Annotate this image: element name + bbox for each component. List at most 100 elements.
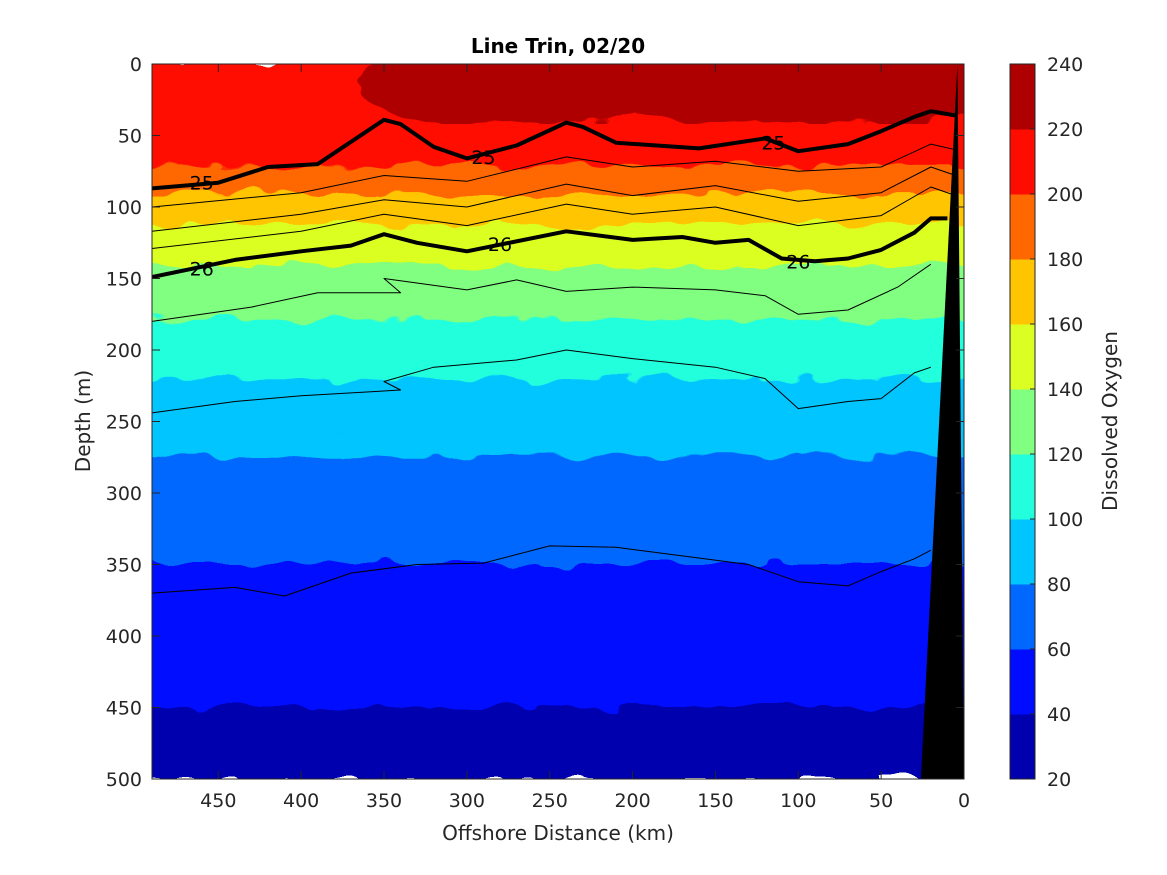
oxygen-band (152, 194, 964, 202)
oxygen-band (152, 188, 964, 196)
oxygen-band (152, 421, 964, 434)
x-tick-label: 400 (283, 790, 319, 812)
colorbar-tick-label: 240 (1047, 54, 1083, 76)
oxygen-band (152, 385, 964, 393)
x-tick-label: 450 (200, 790, 236, 812)
colorbar-tick-label: 40 (1047, 704, 1071, 726)
x-tick-label: 250 (532, 790, 568, 812)
oxygen-band (152, 278, 964, 285)
oxygen-band (152, 152, 964, 160)
y-axis-ticks: 0 50 100 150 200 250 300 350 400 450 500 (106, 54, 964, 791)
oxygen-band (152, 123, 964, 136)
colorbar-segment (1010, 519, 1035, 585)
colorbar-segment (1010, 454, 1035, 520)
isopycnal-26-line (152, 216, 948, 280)
oxygen-band (152, 397, 964, 405)
isopycnal-label: 25 (761, 133, 785, 155)
oxygen-band (152, 224, 964, 232)
colorbar-segment (1010, 194, 1035, 260)
x-tick-label: 200 (614, 790, 650, 812)
oxygen-band (152, 307, 964, 315)
oxygen-band (152, 146, 964, 154)
oxygen-band (152, 492, 964, 506)
oxygen-band (152, 683, 964, 697)
y-tick-label: 200 (106, 340, 142, 362)
oxygen-band (152, 707, 964, 720)
oxygen-band (152, 355, 964, 363)
colorbar-tick-label: 220 (1047, 119, 1083, 141)
isopycnal-line (152, 166, 956, 232)
oxygen-band (152, 266, 964, 274)
oxygen-band (152, 635, 964, 649)
y-tick-label: 250 (106, 412, 142, 434)
x-tick-label: 0 (958, 790, 970, 812)
oxygen-band (152, 528, 964, 542)
isopycnal-label: 25 (190, 173, 214, 195)
oxygen-band (152, 158, 964, 166)
oxygen-band (152, 468, 964, 482)
oxygen-band (152, 212, 964, 220)
isopycnal-line (152, 263, 932, 322)
oxygen-band (152, 575, 964, 589)
x-tick-label: 100 (780, 790, 816, 812)
x-axis-ticks: 450 400 350 300 250 200 150 100 50 0 (200, 64, 970, 812)
y-tick-label: 500 (106, 769, 142, 791)
oxygen-band (152, 319, 964, 327)
colorbar-segment (1010, 324, 1035, 390)
colorbar-segment (1010, 714, 1035, 780)
oxygen-band (152, 730, 964, 744)
oxygen-band (152, 552, 964, 565)
oxygen-band (152, 373, 964, 381)
oxygen-band (152, 754, 964, 768)
oxygen-band (152, 176, 964, 184)
oxygen-band (152, 623, 964, 637)
x-axis-label: Offshore Distance (km) (442, 821, 674, 845)
oxygen-band (152, 254, 964, 262)
oxygen-band (152, 599, 964, 613)
isopycnal-label: 26 (786, 251, 810, 273)
oxygen-band (152, 516, 964, 530)
oxygen-band (152, 671, 964, 685)
continental-shelf-mask (920, 64, 964, 779)
oxygen-field (152, 64, 964, 779)
isopycnal-label: 25 (471, 147, 495, 169)
colorbar (1010, 64, 1035, 780)
y-tick-label: 350 (106, 555, 142, 577)
oxygen-band (152, 242, 964, 250)
colorbar-tick-label: 80 (1047, 574, 1071, 596)
oxygen-band (152, 164, 964, 172)
colorbar-ticks: 20 40 60 80 100 120 140 160 180 200 220 240 (1030, 54, 1083, 791)
oxygen-band (152, 272, 964, 279)
isopycnal-label: 26 (190, 258, 214, 280)
x-tick-label: 50 (869, 790, 893, 812)
oxygen-band (152, 325, 964, 333)
colorbar-segment (1010, 649, 1035, 715)
oxygen-band (152, 456, 964, 470)
oxygen-band (152, 504, 964, 518)
oxygen-band (152, 260, 964, 268)
surface-oxygen-maximum (356, 64, 964, 124)
oxygen-band (152, 170, 964, 178)
high-oxygen-patch (439, 64, 660, 124)
oxygen-band (152, 659, 964, 673)
colorbar-segment (1010, 64, 1035, 130)
oxygen-band (152, 587, 964, 601)
colorbar-frame (1009, 63, 1036, 780)
oxygen-band (152, 391, 964, 399)
oxygen-band (152, 361, 964, 369)
oxygen-band (152, 718, 964, 732)
colorbar-label: Dissolved Oxygen (1098, 331, 1122, 511)
oxygen-band (152, 742, 964, 756)
colorbar-tick-label: 20 (1047, 769, 1071, 791)
y-tick-label: 400 (106, 626, 142, 648)
isopycnal-label: 26 (488, 234, 512, 256)
colorbar-tick-label: 200 (1047, 184, 1083, 206)
x-tick-label: 350 (366, 790, 402, 812)
oxygen-band (152, 236, 964, 244)
oxygen-band (152, 647, 964, 661)
x-tick-label: 300 (449, 790, 485, 812)
colorbar-segment (1010, 584, 1035, 650)
oxygen-band (152, 313, 964, 321)
y-tick-label: 450 (106, 698, 142, 720)
